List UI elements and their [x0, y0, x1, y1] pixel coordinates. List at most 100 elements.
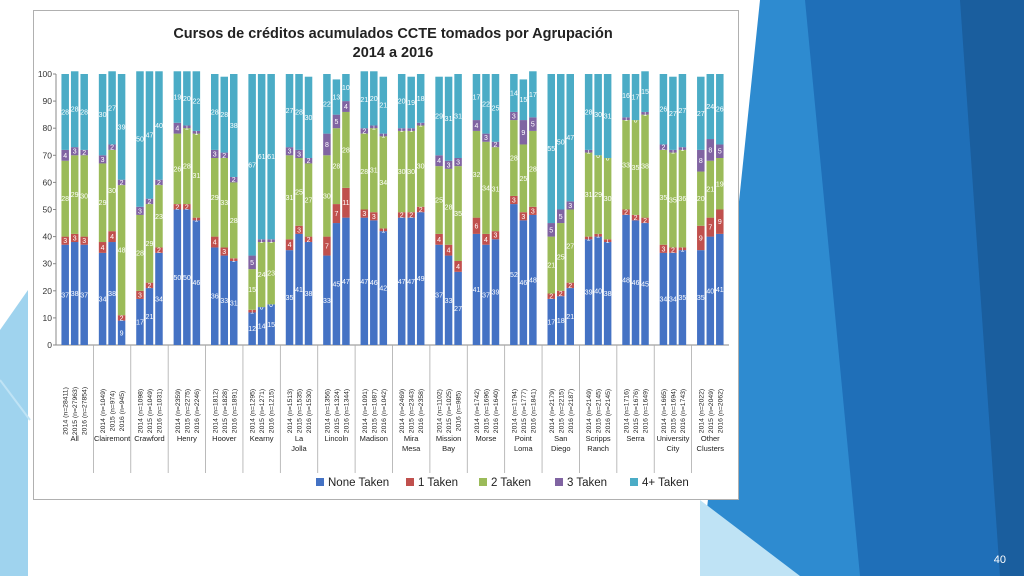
data-label: 0 [606, 156, 610, 163]
bar-label: 2015 (n=2215) [558, 389, 565, 433]
bar-segment [80, 74, 88, 150]
data-label: 5 [549, 227, 553, 234]
bar-segment [192, 220, 201, 345]
group-label: Point [515, 434, 533, 443]
bar-segment [360, 71, 369, 129]
bar-label: 2015 (n=1087) [371, 389, 378, 433]
bar-segment [370, 220, 378, 345]
bar-segment [192, 71, 201, 131]
bar-label: 2014 (n=1665) [661, 389, 668, 433]
bar-label: 2014 (n=1812) [212, 389, 219, 433]
data-label: 2 [671, 248, 675, 255]
bar-label: 2016 (n=2187) [568, 389, 575, 433]
data-label: 2 [120, 180, 124, 187]
bar-segment [454, 166, 462, 261]
data-label: 25 [435, 198, 443, 205]
data-label: 19 [173, 95, 181, 102]
bar-segment [444, 160, 453, 169]
bar-segment [70, 155, 79, 234]
bar-label: 2014 (n=1742) [474, 389, 481, 433]
data-label: 21 [146, 314, 154, 321]
data-label: 34 [99, 296, 107, 303]
bar-segment [108, 242, 116, 345]
group-label: Hoover [212, 434, 237, 443]
data-label: 3 [531, 208, 535, 215]
y-tick-label: 0 [47, 340, 52, 350]
data-label: 28 [295, 109, 303, 116]
bar-segment [183, 128, 191, 205]
bar-segment [697, 149, 705, 172]
bar-segment [304, 163, 313, 237]
bar-segment [472, 120, 481, 131]
bar-segment [155, 247, 163, 253]
bar-segment [360, 217, 369, 345]
data-label: 27 [454, 306, 462, 313]
bar-segment [435, 244, 443, 345]
data-label: 2 [175, 204, 179, 211]
legend-swatch [406, 478, 414, 486]
bar-label: 2014 (n=2022) [698, 389, 705, 433]
data-label: 4 [344, 104, 348, 111]
data-label: 21 [706, 187, 714, 194]
bar-segment [230, 258, 238, 261]
data-label: 30 [398, 169, 406, 176]
bar-segment [603, 242, 612, 345]
legend-swatch [479, 478, 487, 486]
data-label: 14 [510, 90, 518, 97]
data-label: 4 [63, 153, 67, 160]
bar-segment [669, 252, 677, 345]
data-label: 19 [716, 181, 724, 188]
bar-segment [155, 71, 163, 180]
legend-swatch [630, 478, 638, 486]
data-label: 50 [136, 137, 144, 144]
bar-segment [230, 182, 238, 259]
bar-segment [472, 130, 481, 218]
bar-segment [304, 76, 313, 159]
bar-segment [295, 149, 303, 159]
bar-segment [622, 214, 630, 345]
data-label: 31 [192, 173, 200, 180]
group-label-line2: Ranch [587, 444, 609, 453]
bar-segment [183, 71, 191, 126]
bar-segment [248, 309, 256, 313]
bar-segment [584, 236, 593, 240]
group-label: Mira [404, 434, 419, 443]
data-label: 31 [585, 192, 593, 199]
data-label: 1 [606, 238, 610, 245]
bar-segment [510, 120, 518, 196]
bar-segment [491, 231, 500, 240]
bar-segment [332, 114, 341, 129]
bar-segment [706, 160, 715, 218]
data-label: 0 [596, 153, 600, 160]
bar-segment [491, 147, 500, 232]
bar-segment [98, 252, 107, 345]
data-label: 46 [192, 280, 200, 287]
data-label: 1 [587, 235, 591, 242]
data-label: 29 [99, 200, 107, 207]
bar-label: 2014 (n=2179) [549, 389, 556, 433]
data-label: 17 [547, 319, 555, 326]
data-label: 34 [669, 296, 677, 303]
data-label: 6 [475, 223, 479, 230]
group-label: University [656, 434, 689, 443]
legend-label: 2 Taken [491, 477, 531, 489]
bar-label: 2016 (n=1215) [269, 389, 276, 433]
data-label: 42 [379, 286, 387, 293]
bar-label: 2014 (n=1513) [287, 389, 294, 433]
data-label: 4 [288, 242, 292, 249]
bar-segment [145, 198, 154, 205]
data-label: 2 [157, 180, 161, 187]
bar-segment [360, 209, 369, 218]
bar-segment [482, 133, 490, 142]
data-label: 26 [660, 107, 668, 114]
data-label: 22 [192, 99, 200, 106]
bar-segment [211, 158, 219, 237]
bar-label: 2016 (n=1031) [156, 389, 163, 433]
bar-segment [379, 136, 388, 229]
data-label: 7 [334, 211, 338, 218]
data-label: 3 [512, 114, 516, 121]
bar-segment [192, 217, 201, 221]
bar-segment [267, 242, 275, 305]
